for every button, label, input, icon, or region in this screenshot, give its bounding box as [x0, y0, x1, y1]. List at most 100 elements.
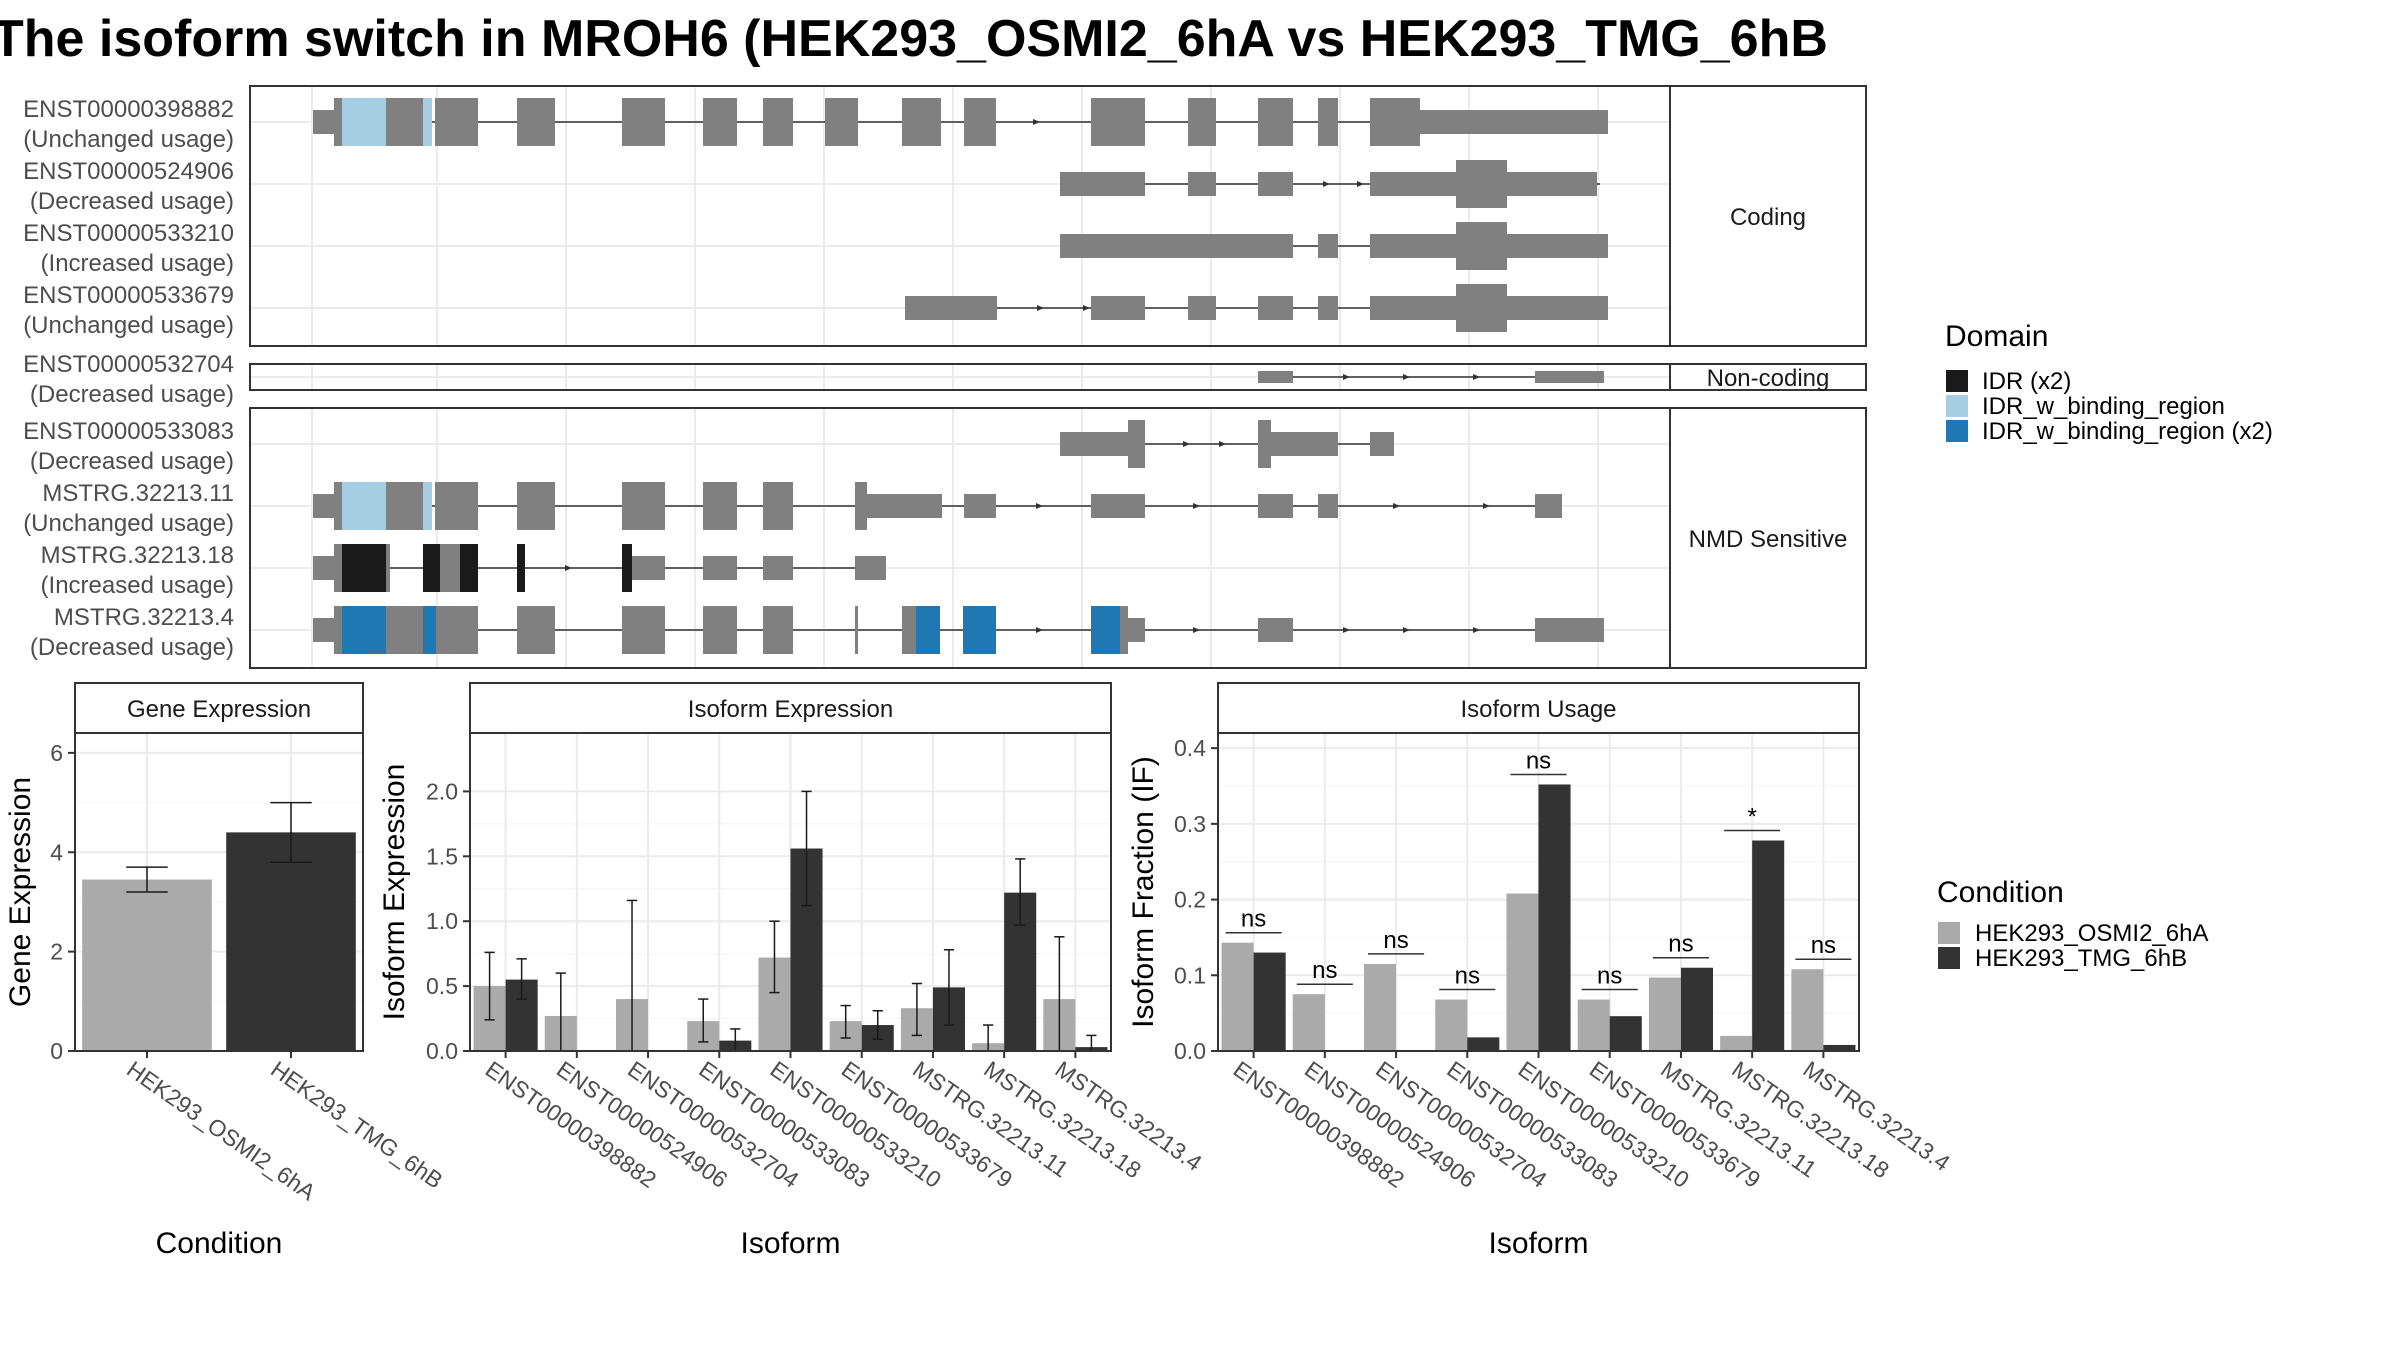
transcript-structure-panel: Coding ENST00000398882 (Unchanged usage) EN…: [23, 85, 1867, 669]
exon: [381, 606, 425, 654]
strand-arrow: [1473, 627, 1480, 633]
exon: [1370, 296, 1456, 320]
exon: [622, 606, 665, 654]
domain-legend: Domain IDR (x2)IDR_w_binding_regionIDR_w_…: [1945, 320, 2273, 445]
y-axis-title: Isoform Fraction (IF): [1127, 756, 1160, 1028]
exon: [902, 606, 916, 654]
bar: [1609, 1016, 1642, 1051]
strand-arrow: [565, 565, 572, 571]
bar: [1506, 893, 1539, 1051]
exon: [1318, 296, 1338, 320]
exon: [517, 482, 555, 530]
y-tick-label: 0.1: [1174, 962, 1206, 988]
exon: [703, 556, 737, 580]
exon: [1091, 98, 1145, 146]
exon: [622, 98, 665, 146]
transcript-usage-label: (Decreased usage): [30, 381, 234, 408]
exon: [1507, 234, 1608, 258]
transcript-usage-label: (Unchanged usage): [23, 126, 234, 153]
strand-arrow: [1219, 441, 1226, 447]
exon: [1370, 234, 1456, 258]
exon: [703, 606, 737, 654]
plot-frame: [469, 732, 1112, 1052]
domain-region: [342, 606, 386, 654]
exon: [1060, 234, 1293, 258]
gene-expression-chart: Gene Expression0246HEK293_OSMI2_6hAHEK29…: [4, 682, 448, 1260]
exon: [1091, 296, 1145, 320]
exon: [763, 606, 793, 654]
y-tick-label: 1.0: [426, 908, 458, 934]
exon: [1456, 160, 1507, 208]
y-tick-label: 4: [50, 839, 63, 865]
bar: [1752, 840, 1785, 1051]
significance-label: ns: [1526, 747, 1551, 774]
domain-region: [460, 544, 478, 592]
y-tick-label: 2: [50, 939, 63, 965]
transcript-usage-label: (Increased usage): [41, 572, 234, 599]
exon: [855, 556, 886, 580]
exon: [435, 98, 442, 146]
plot-frame: [74, 732, 364, 1052]
domain-legend-label: IDR_w_binding_region: [1982, 393, 2225, 420]
significance-label: ns: [1241, 906, 1266, 933]
domain-region: [342, 482, 386, 530]
isoform-expression-chart: Isoform Expression0.00.51.01.52.0ENST000…: [378, 682, 1207, 1260]
bar: [1435, 999, 1468, 1051]
domain-legend-label: IDR (x2): [1982, 368, 2071, 395]
domain-legend-label: IDR_w_binding_region (x2): [1982, 418, 2273, 445]
exon: [1188, 98, 1216, 146]
exon: [763, 556, 793, 580]
chart-strip: [74, 682, 364, 734]
domain-region: [342, 98, 386, 146]
bar: [1538, 784, 1571, 1051]
exon: [855, 482, 867, 530]
exon: [442, 606, 478, 654]
chart-title: Isoform Usage: [1460, 696, 1616, 723]
exon: [703, 482, 737, 530]
exon: [1318, 98, 1338, 146]
transcript-usage-label: (Unchanged usage): [23, 510, 234, 537]
exon: [313, 556, 334, 580]
strand-arrow: [1323, 181, 1330, 187]
domain-region: [423, 98, 432, 146]
domain-legend-swatch: [1946, 370, 1968, 392]
domain-legend-swatch: [1946, 395, 1968, 417]
exon: [1318, 234, 1338, 258]
transcript-id-label: ENST00000524906: [23, 158, 234, 185]
exon: [632, 556, 665, 580]
exon: [1258, 420, 1271, 468]
strand-arrow: [1403, 627, 1410, 633]
condition-legend-label: HEK293_TMG_6hB: [1975, 945, 2187, 972]
bar: [1680, 967, 1713, 1051]
exon: [435, 482, 442, 530]
exon: [825, 98, 858, 146]
significance-label: *: [1747, 804, 1756, 831]
exon: [1456, 222, 1507, 270]
exon: [1370, 432, 1394, 456]
domain-legend-title: Domain: [1945, 320, 2048, 353]
exon: [1258, 296, 1293, 320]
transcript-usage-label: (Increased usage): [41, 250, 234, 277]
transcript-id-label: MSTRG.32213.11: [42, 480, 234, 507]
exon: [381, 98, 425, 146]
chart-strip: [1217, 682, 1860, 734]
exon: [763, 98, 793, 146]
transcript-id-label: ENST00000533210: [23, 220, 234, 247]
domain-region: [1091, 606, 1120, 654]
exon: [1318, 494, 1338, 518]
strand-arrow: [1037, 305, 1044, 311]
bar: [1364, 963, 1397, 1051]
exon: [1271, 432, 1338, 456]
y-tick-label: 0.4: [1174, 735, 1206, 761]
strand-arrow: [1403, 374, 1410, 380]
strand-arrow: [1193, 627, 1200, 633]
plot-frame: [1217, 732, 1860, 1052]
strand-arrow: [1393, 503, 1400, 509]
exon: [1060, 432, 1128, 456]
exon: [1258, 494, 1293, 518]
y-tick-label: 0.2: [1174, 887, 1206, 913]
domain-region: [342, 544, 386, 592]
transcript-id-label: ENST00000398882: [23, 96, 234, 123]
bar: [226, 832, 356, 1051]
